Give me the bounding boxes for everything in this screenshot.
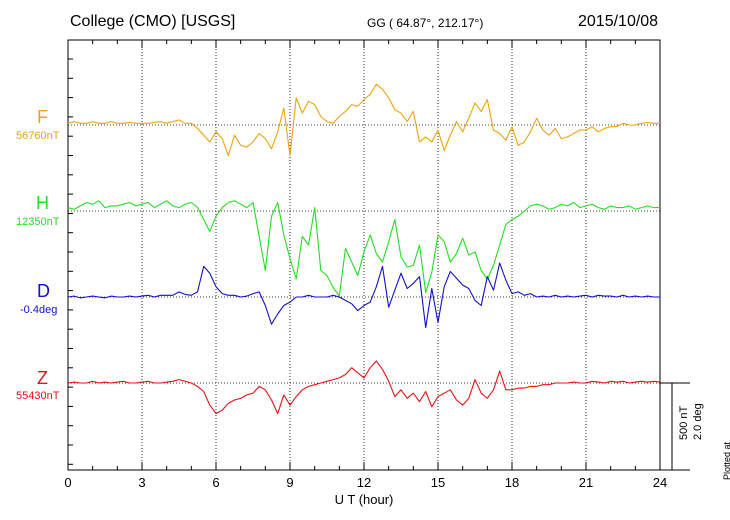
series-line-z [67,360,661,415]
station-title: College (CMO) [USGS] [70,13,236,30]
baseline-label-z: 55430nT [16,390,60,402]
x-tick-label: 0 [64,475,71,490]
series-label-d: D [37,281,50,301]
series-line-f [67,83,660,157]
series-label-z: Z [37,368,48,388]
plot-frame [67,39,661,471]
x-axis-label: U T (hour) [335,492,394,507]
x-tick-label: 18 [505,475,519,490]
baseline-label-f: 56760nT [16,130,60,142]
baseline-label-d: -0.4deg [20,304,58,316]
x-tick-label: 9 [286,475,293,490]
x-tick-label: 12 [357,475,371,490]
x-tick-label: 24 [653,475,667,490]
series-line-h [67,200,660,297]
baseline-label-h: 12350nT [16,216,60,228]
x-tick-label: 6 [212,475,219,490]
x-tick-label: 3 [138,475,145,490]
coordinates-label: GG ( 64.87°, 212.17°) [367,16,484,30]
x-tick-label: 21 [579,475,593,490]
x-tick-label: 15 [431,475,445,490]
series-line-d [67,262,660,329]
series-label-h: H [36,193,49,213]
series-label-f: F [37,107,48,127]
date-label: 2015/10/08 [578,13,659,30]
